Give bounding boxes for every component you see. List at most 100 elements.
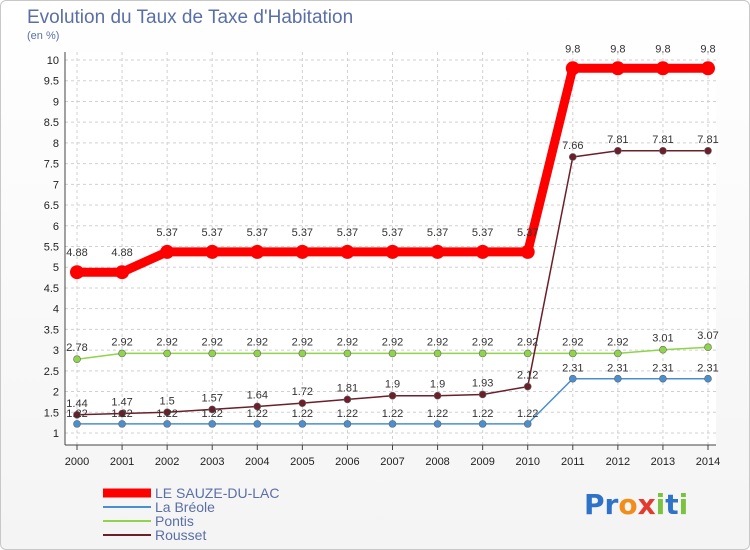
data-label: 1.22 <box>247 408 268 420</box>
data-label: 7.81 <box>652 134 673 146</box>
data-point <box>388 349 397 358</box>
data-label: 2.92 <box>427 336 448 348</box>
data-point <box>118 409 126 418</box>
data-point <box>118 420 126 428</box>
y-tick-label: 7 <box>53 179 59 191</box>
data-label: 2.92 <box>202 336 223 348</box>
logo-letter: i <box>678 488 689 521</box>
data-label: 7.81 <box>697 134 718 146</box>
data-point <box>343 420 352 428</box>
data-point <box>340 244 355 259</box>
data-point <box>659 345 667 354</box>
data-label: 7.81 <box>607 134 628 146</box>
data-point <box>610 61 625 76</box>
data-label: 2.92 <box>292 336 313 348</box>
data-point <box>523 349 532 358</box>
y-tick-label: 1.5 <box>44 407 59 419</box>
data-point <box>163 349 171 358</box>
legend-label: Pontis <box>155 513 194 529</box>
data-point <box>253 402 262 411</box>
data-point <box>614 349 622 358</box>
data-point <box>659 146 667 155</box>
data-point <box>385 244 400 259</box>
y-tick-label: 8 <box>53 138 59 150</box>
y-tick-label: 2 <box>53 387 59 399</box>
data-point <box>614 146 622 155</box>
data-label: 1.22 <box>472 408 493 420</box>
y-tick-label: 3 <box>53 345 59 357</box>
x-tick-label: 2006 <box>335 456 359 468</box>
y-tick-label: 8.5 <box>44 117 59 129</box>
data-point <box>478 420 487 428</box>
data-point <box>659 374 667 383</box>
proxiti-logo: Proxiti <box>584 488 688 521</box>
data-label: 5.37 <box>292 227 313 239</box>
data-label: 9.8 <box>655 43 670 55</box>
x-tick-label: 2009 <box>470 456 494 468</box>
data-label: 1.93 <box>472 377 493 389</box>
data-label: 9.8 <box>610 43 625 55</box>
data-label: 2.92 <box>247 336 268 348</box>
data-label: 9.8 <box>700 43 715 55</box>
data-label: 1.22 <box>337 408 358 420</box>
data-point <box>298 399 307 407</box>
x-tick-label: 2005 <box>290 456 314 468</box>
data-label: 1.5 <box>159 395 174 407</box>
legend-label: LE SAUZE-DU-LAC <box>155 485 279 501</box>
data-label: 1.22 <box>517 408 538 420</box>
data-label: 3.07 <box>697 330 718 342</box>
legend-label: Rousset <box>155 527 206 543</box>
data-label: 9.8 <box>565 43 580 55</box>
logo-letter: o <box>618 488 638 521</box>
data-point <box>475 244 490 259</box>
data-point <box>208 349 217 358</box>
data-label: 4.88 <box>66 247 87 259</box>
data-label: 1.57 <box>202 392 223 404</box>
data-label: 2.31 <box>697 363 718 375</box>
data-point <box>298 349 307 358</box>
data-point <box>704 374 712 383</box>
data-label: 1.22 <box>427 408 448 420</box>
data-point <box>433 420 442 428</box>
data-point <box>298 420 307 428</box>
y-tick-label: 9.5 <box>44 76 59 88</box>
data-point <box>523 420 532 428</box>
data-point <box>655 61 670 76</box>
data-point <box>520 244 535 259</box>
data-label: 2.31 <box>652 363 673 375</box>
data-point <box>523 382 532 391</box>
logo-letter: r <box>604 488 619 521</box>
y-tick-label: 4.5 <box>44 283 59 295</box>
data-point <box>253 349 262 358</box>
data-point <box>205 244 220 259</box>
data-point <box>433 391 442 400</box>
data-point <box>343 349 352 358</box>
data-label: 5.37 <box>202 227 223 239</box>
logo-letter: t <box>665 488 679 521</box>
data-point <box>73 355 81 364</box>
data-label: 2.31 <box>562 363 583 375</box>
x-tick-label: 2003 <box>200 456 224 468</box>
data-point <box>568 153 577 161</box>
data-label: 5.37 <box>156 227 177 239</box>
data-point <box>163 420 171 428</box>
data-label: 1.47 <box>111 397 132 409</box>
data-point <box>208 420 217 428</box>
data-point <box>388 391 397 400</box>
data-label: 2.92 <box>517 336 538 348</box>
data-label: 2.92 <box>562 336 583 348</box>
data-point <box>388 420 397 428</box>
y-tick-label: 6 <box>53 221 59 233</box>
legend-label: La Bréole <box>155 499 215 515</box>
data-label: 1.22 <box>202 408 223 420</box>
data-label: 2.78 <box>66 342 87 354</box>
y-tick-label: 5 <box>53 262 59 274</box>
data-point <box>430 244 445 259</box>
y-tick-label: 2.5 <box>44 366 59 378</box>
x-tick-label: 2004 <box>245 456 269 468</box>
data-point <box>295 244 310 259</box>
data-label: 1.81 <box>337 382 358 394</box>
data-point <box>704 146 712 155</box>
y-tick-label: 3.5 <box>44 324 59 336</box>
